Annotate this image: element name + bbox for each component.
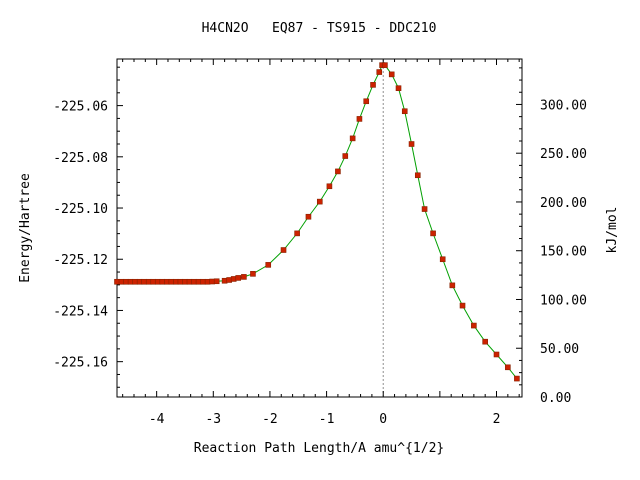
- data-point: [316, 198, 323, 205]
- y2-tick-label: 250.00: [540, 147, 587, 162]
- data-point: [382, 62, 388, 68]
- data-point: [213, 278, 220, 285]
- data-point: [388, 71, 395, 78]
- y2-tick-label: 150.00: [540, 245, 587, 260]
- y-tick-label: -225.06: [53, 100, 108, 115]
- y2-tick-label: 200.00: [540, 196, 587, 211]
- data-point: [459, 302, 466, 309]
- data-point: [430, 230, 436, 237]
- x-axis-label: Reaction Path Length/A amu^{1/2}: [194, 441, 444, 456]
- data-point: [349, 135, 356, 142]
- data-point: [376, 69, 383, 75]
- data-point: [280, 247, 287, 253]
- data-point: [449, 282, 456, 289]
- data-point: [326, 183, 333, 190]
- y2-tick-label: 50.00: [540, 342, 579, 357]
- x-tick-label: 0: [379, 412, 387, 427]
- data-point: [401, 108, 408, 115]
- data-point: [241, 274, 247, 280]
- x-tick-label: -4: [149, 412, 165, 427]
- data-point: [471, 322, 477, 329]
- y2-axis-label: kJ/mol: [605, 207, 620, 254]
- y2-tick-label: 0.00: [540, 391, 571, 406]
- data-point: [356, 116, 363, 122]
- data-point: [265, 262, 272, 268]
- y-tick-label: -225.12: [53, 253, 108, 268]
- plot-frame: [116, 58, 523, 398]
- y2-tick-label: 300.00: [540, 98, 587, 113]
- data-point: [514, 375, 520, 382]
- data-point: [505, 364, 511, 371]
- data-point: [408, 141, 415, 147]
- data-point: [235, 275, 242, 281]
- data-point: [493, 351, 500, 358]
- x-tick-label: -2: [262, 412, 278, 427]
- data-point: [414, 172, 421, 179]
- data-point: [370, 82, 376, 88]
- x-tick-label: -3: [205, 412, 221, 427]
- y-tick-label: -225.10: [53, 202, 108, 217]
- data-point: [395, 85, 402, 91]
- data-point: [335, 168, 341, 175]
- data-point: [421, 206, 428, 212]
- y-tick-label: -225.16: [53, 356, 108, 371]
- data-point: [250, 271, 256, 277]
- series-line: [117, 64, 518, 379]
- y-axis-label: Energy/Hartree: [18, 173, 33, 283]
- y2-tick-label: 100.00: [540, 293, 587, 308]
- y-tick-label: -225.14: [53, 304, 108, 319]
- data-point: [305, 213, 312, 220]
- x-tick-label: 2: [493, 412, 501, 427]
- data-point: [439, 256, 446, 263]
- data-point: [294, 230, 300, 237]
- y-tick-label: -225.08: [53, 151, 108, 166]
- data-point: [363, 98, 370, 105]
- chart-title: H4CN2O EQ87 - TS915 - DDC210: [202, 21, 437, 36]
- data-point: [482, 338, 488, 345]
- x-tick-label: -1: [319, 412, 335, 427]
- data-point: [342, 153, 349, 159]
